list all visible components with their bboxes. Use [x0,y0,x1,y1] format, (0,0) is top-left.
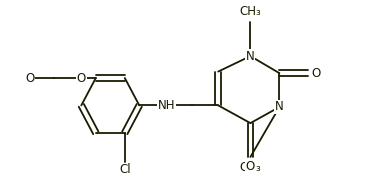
Text: O: O [311,67,320,80]
Text: CH₃: CH₃ [240,161,261,174]
Text: N: N [246,50,255,63]
Text: Cl: Cl [119,163,131,176]
Text: O: O [25,72,35,85]
Text: O: O [246,159,255,172]
Text: CH₃: CH₃ [240,5,261,18]
Text: NH: NH [158,99,176,112]
Text: N: N [275,100,284,113]
Text: O: O [77,72,86,85]
